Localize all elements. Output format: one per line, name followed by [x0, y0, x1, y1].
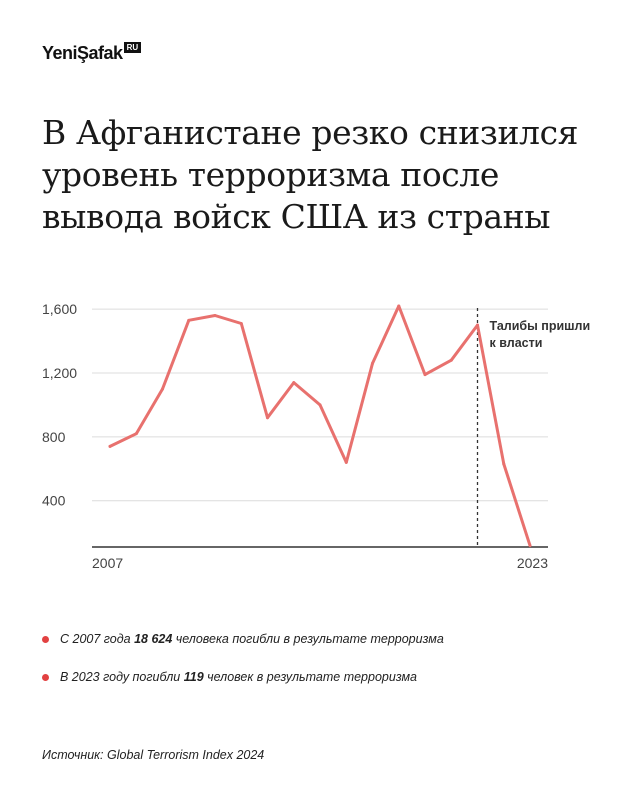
bullet-dot-icon	[42, 635, 49, 643]
y-tick-label: 1,200	[42, 365, 77, 381]
logo-text: YeniŞafak	[42, 43, 123, 63]
data-point	[134, 432, 138, 436]
data-point	[266, 416, 269, 420]
bullet-item: В 2023 году погибли 119 человек в резуль…	[42, 668, 622, 686]
bullet-item: С 2007 года 18 624 человека погибли в ре…	[42, 630, 622, 648]
x-tick-label: 2007	[92, 555, 123, 571]
data-point	[213, 314, 217, 318]
data-point	[318, 403, 322, 407]
x-tick-label: 2023	[517, 555, 548, 571]
data-point	[476, 323, 479, 327]
data-point	[397, 304, 401, 308]
annotation-label: к власти	[490, 336, 543, 350]
page-title: В Афганистане резко снизился уровень тер…	[42, 113, 579, 236]
data-point	[292, 381, 296, 385]
bullet-dot-icon	[42, 673, 49, 681]
data-point	[502, 462, 506, 466]
data-point	[371, 361, 374, 365]
data-point	[423, 373, 427, 377]
logo-badge: RU	[123, 42, 142, 53]
data-point	[344, 460, 348, 464]
y-tick-label: 1,600	[42, 301, 77, 317]
data-point	[161, 387, 164, 391]
bullet-text: С 2007 года 18 624 человека погибли в ре…	[60, 632, 444, 646]
data-point	[187, 318, 191, 322]
data-point	[449, 358, 453, 362]
y-tick-label: 800	[42, 429, 66, 445]
data-point	[239, 322, 243, 326]
brand-logo: YeniŞafak RU	[42, 42, 142, 64]
y-tick-label: 400	[42, 493, 66, 509]
source-note: Источник: Global Terrorism Index 2024	[42, 748, 265, 762]
data-point	[108, 444, 112, 448]
annotation-label: Талибы пришли	[490, 319, 591, 333]
bullet-list: С 2007 года 18 624 человека погибли в ре…	[42, 630, 622, 706]
data-point	[528, 544, 532, 548]
series-line	[108, 304, 532, 548]
bullet-text: В 2023 году погибли 119 человек в резуль…	[60, 670, 418, 684]
